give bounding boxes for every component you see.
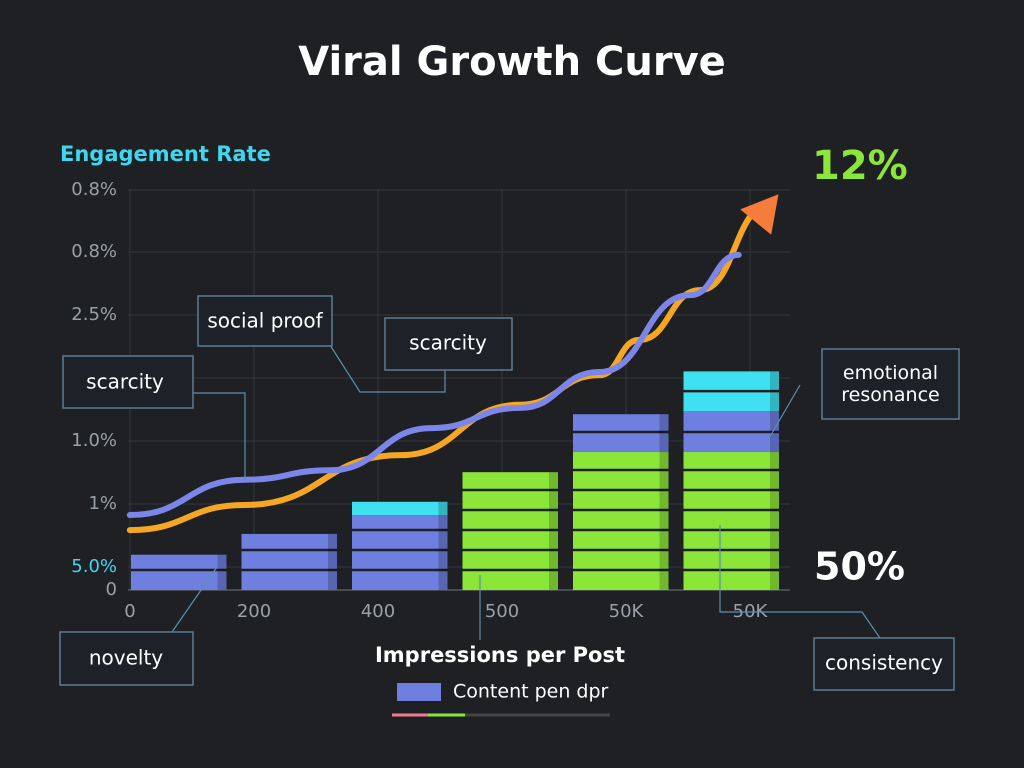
y-tick-label: 1.0%	[71, 430, 117, 451]
callout-label: emotional resonance	[841, 362, 940, 406]
leader	[767, 384, 801, 441]
callout-box	[813, 637, 955, 691]
x-tick-label: 400	[361, 601, 395, 622]
y-tick-label: 0	[106, 579, 117, 600]
callout-label: consistency	[825, 651, 943, 675]
chart-title: Viral Growth Curve	[298, 39, 726, 85]
x-tick-label: 50K	[609, 601, 645, 622]
annotation-value: 12%	[812, 143, 908, 189]
y-axis-title: Engagement Rate	[60, 142, 271, 166]
bar-shade	[659, 414, 669, 453]
bar-shade	[770, 411, 779, 453]
bar-shade	[549, 472, 558, 590]
leader	[171, 566, 218, 633]
callout-box	[197, 295, 333, 347]
bar-shade	[659, 452, 669, 590]
leader	[329, 344, 446, 393]
y-tick-label: 1%	[88, 493, 117, 514]
y-tick-label: 2.5%	[71, 304, 117, 325]
callout-box	[62, 355, 194, 409]
bar-shade	[438, 501, 448, 516]
callout-wrap: emotional resonance	[841, 362, 940, 406]
bar-segment	[241, 533, 337, 590]
bar-shade	[217, 554, 227, 590]
bar-segment	[573, 452, 669, 590]
callout-label: social proof	[207, 309, 323, 333]
bar-segment	[683, 452, 779, 590]
x-tick-label: 0	[124, 601, 135, 622]
leader	[193, 392, 246, 480]
callout-label: scarcity	[86, 370, 164, 394]
callout-box	[821, 348, 960, 420]
y-tick-label: 0.8%	[71, 179, 117, 200]
callout-box	[59, 631, 194, 686]
legend-label: Content pen dpr	[453, 681, 609, 703]
y-tick-label: 0.8%	[71, 241, 117, 262]
bar-shade	[438, 515, 448, 590]
leader	[719, 525, 881, 639]
arrow-head	[740, 194, 779, 235]
callout-label: novelty	[89, 646, 163, 670]
bar-segment	[352, 515, 448, 590]
callouts: social proof scarcity scarcity emotional…	[59, 295, 960, 691]
bar-shade	[328, 533, 337, 590]
annotation-value: 50%	[814, 545, 905, 589]
bar-shade	[770, 371, 779, 412]
bar-shade	[770, 452, 779, 590]
callout-box	[384, 317, 513, 371]
x-axis-title: Impressions per Post	[375, 643, 625, 667]
bar-segment	[352, 501, 448, 516]
callout-label: scarcity	[409, 331, 487, 355]
bar-segment	[131, 554, 227, 590]
x-tick-label: 500	[485, 601, 519, 622]
legend-swatch	[397, 683, 441, 701]
y-tick-label: 5.0%	[71, 556, 117, 577]
x-tick-label: 200	[237, 601, 271, 622]
